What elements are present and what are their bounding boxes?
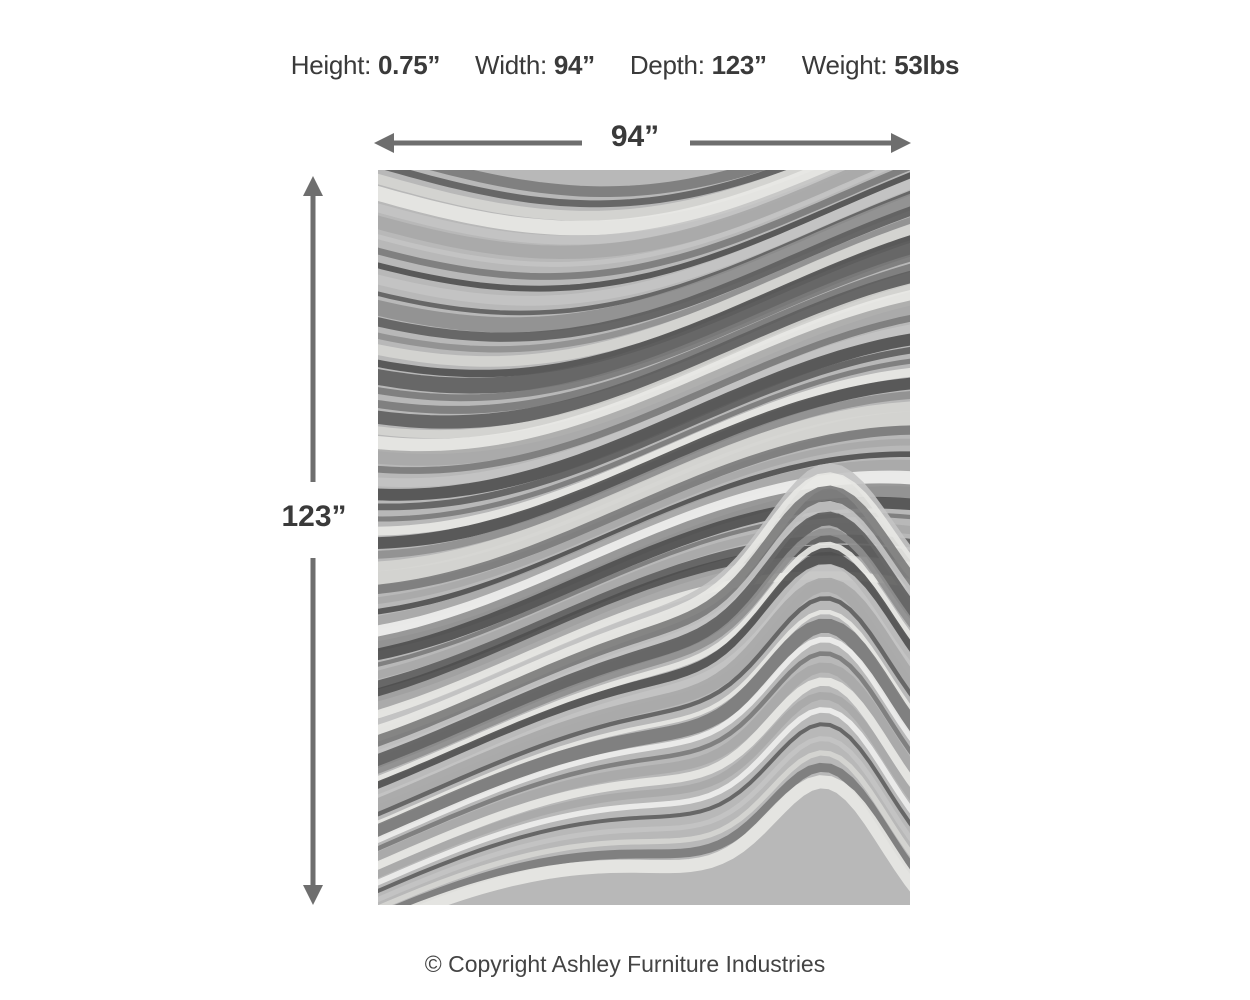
marble-vein xyxy=(378,224,910,367)
width-arrow xyxy=(374,133,911,153)
rug-image xyxy=(378,170,910,905)
height-arrow xyxy=(303,176,323,905)
marble-vein xyxy=(429,170,766,198)
marble-vein xyxy=(378,358,910,522)
marble-vein xyxy=(410,775,910,905)
marble-vein xyxy=(378,170,879,260)
marble-vein xyxy=(378,564,910,805)
marble-vein xyxy=(378,172,910,292)
marble-vein xyxy=(378,610,910,826)
marble-vein xyxy=(378,377,910,549)
marble-vein xyxy=(378,235,910,378)
marble-vein xyxy=(378,527,910,774)
marble-vein xyxy=(378,722,910,894)
marble-vein xyxy=(378,736,910,903)
marble-vein xyxy=(378,451,910,615)
marble-vein xyxy=(378,190,910,316)
marble-vein xyxy=(378,300,910,466)
copyright: © Copyright Ashley Furniture Industries xyxy=(424,951,826,977)
marble-vein xyxy=(378,217,910,353)
marble-vein xyxy=(378,691,910,879)
marble-vein xyxy=(378,438,910,604)
marble-vein xyxy=(378,240,910,394)
spec-height: Height: 0.75” xyxy=(290,50,441,80)
marble-vein xyxy=(378,651,910,851)
marble-vein xyxy=(378,750,910,905)
marble-vein xyxy=(378,411,910,586)
marble-vein xyxy=(378,391,910,559)
marble-vein xyxy=(378,677,910,871)
marble-vein xyxy=(378,500,910,757)
spec-weight: Weight: 53lbs xyxy=(801,50,960,80)
marble-vein xyxy=(378,618,910,839)
width-label: 94” xyxy=(610,120,660,153)
marble-vein xyxy=(378,283,910,439)
marble-vein xyxy=(378,401,910,572)
height-label: 123” xyxy=(281,500,347,533)
marble-vein xyxy=(378,263,910,414)
marble-vein xyxy=(378,636,910,844)
marble-vein xyxy=(378,596,910,817)
marble-vein xyxy=(378,333,910,501)
marble-vein xyxy=(378,522,910,680)
marble-vein xyxy=(378,170,841,236)
marble-vein xyxy=(378,170,854,245)
marble-vein xyxy=(378,534,910,690)
marble-vein xyxy=(378,577,910,813)
marble-vein xyxy=(384,170,787,208)
marble-vein xyxy=(378,662,910,863)
marble-vein xyxy=(378,472,910,742)
marble-vein xyxy=(378,511,910,769)
marble-vein xyxy=(378,707,910,886)
marble-vein xyxy=(378,290,910,454)
marble-vein xyxy=(378,270,910,429)
marble-vein xyxy=(378,170,815,221)
marble-vein xyxy=(378,324,910,487)
marble-vein xyxy=(378,367,910,536)
spec-depth: Depth: 123” xyxy=(629,50,767,80)
marble-vein xyxy=(378,206,910,342)
marble-vein xyxy=(378,463,910,729)
marble-vein xyxy=(378,485,910,751)
marble-vein xyxy=(378,170,910,280)
marble-vein xyxy=(378,551,910,795)
marble-vein xyxy=(378,179,910,306)
marble-vein xyxy=(378,346,910,511)
marble-vein xyxy=(378,193,910,333)
marble-vein xyxy=(378,544,910,702)
marble-vein xyxy=(378,541,910,783)
marble-vein xyxy=(378,425,910,594)
marble-vein xyxy=(378,170,888,267)
marble-vein xyxy=(378,254,910,402)
spec-bar: Height: 0.75” Width: 94” Depth: 123” Wei… xyxy=(0,50,1250,81)
marble-vein xyxy=(394,762,910,905)
marble-vein xyxy=(378,314,910,474)
spec-width: Width: 94” xyxy=(475,50,595,80)
